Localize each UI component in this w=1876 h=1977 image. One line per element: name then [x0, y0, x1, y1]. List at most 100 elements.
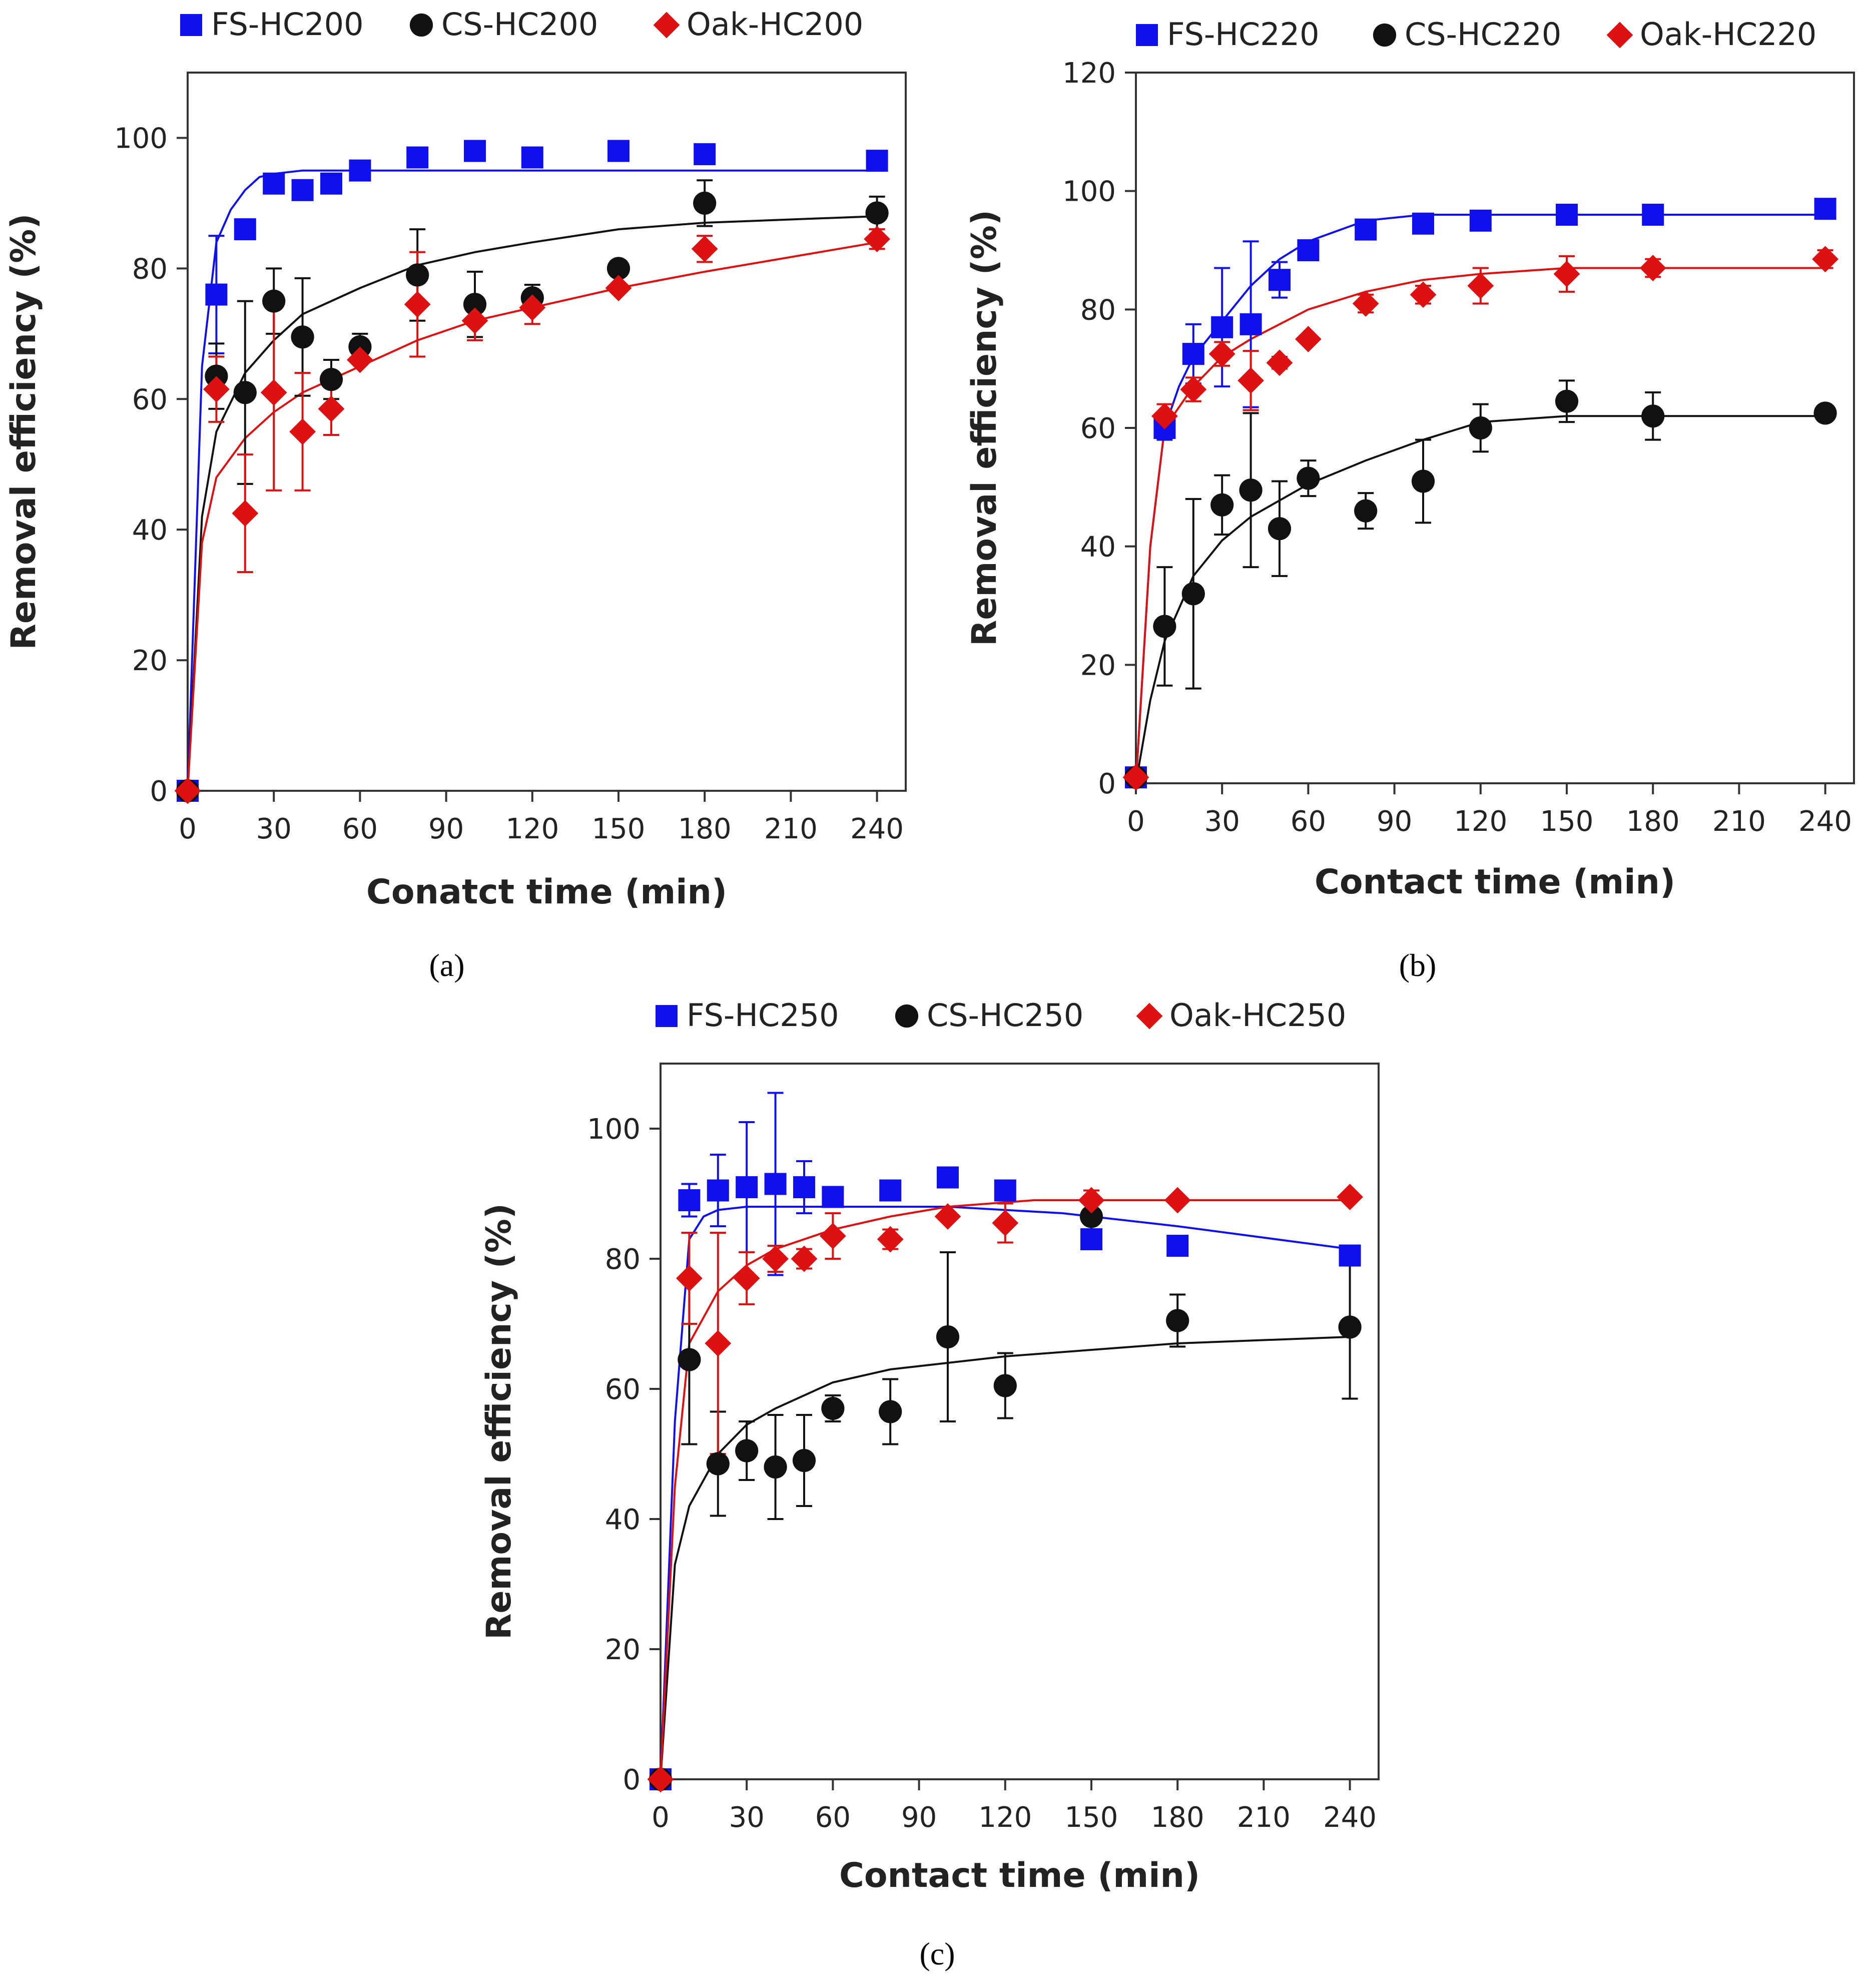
- fit-curve-c-2: [660, 1199, 1350, 1780]
- data-point-b-2-0: [1122, 764, 1149, 791]
- data-point-b-1-7: [1354, 499, 1378, 523]
- data-point-b-2-3: [1208, 340, 1235, 367]
- fit-curve-a-1: [187, 215, 877, 791]
- data-point-a-0-1: [205, 283, 228, 306]
- x-tick-label-c-240: 240: [1323, 1801, 1377, 1834]
- data-point-a-0-7: [406, 146, 429, 169]
- data-point-b-2-1: [1151, 402, 1178, 429]
- data-point-a-0-2: [234, 218, 256, 241]
- legend-marker-a-1: [409, 13, 433, 37]
- plot-frame-a: [187, 72, 907, 792]
- data-point-b-2-8: [1410, 281, 1437, 308]
- data-point-b-0-8: [1412, 212, 1434, 235]
- data-point-b-2-11: [1639, 255, 1666, 281]
- data-point-b-2-10: [1553, 260, 1580, 287]
- data-point-c-0-12: [1339, 1244, 1361, 1267]
- x-tick-label-a-180: 180: [678, 813, 732, 845]
- y-axis-title-b: Removal efficiency (%): [965, 210, 1004, 646]
- y-tick-label-b-80: 80: [1080, 294, 1116, 326]
- panel-b-chart: 0 30 60 90 120 150 180 210 240 0 20 40 60 80 100 120 Con…: [965, 16, 1855, 902]
- y-tick-label-b-20: 20: [1080, 649, 1116, 682]
- y-tick-label-b-120: 120: [1062, 57, 1116, 90]
- y-axis-title-c: Removal efficiency (%): [479, 1203, 519, 1640]
- data-point-c-0-7: [879, 1179, 902, 1202]
- x-tick-label-b-30: 30: [1204, 805, 1240, 838]
- panel-a-chart: 0 30 60 90 120 150 180 210 240 0 20 40 60 80 100 Conatc…: [4, 6, 907, 912]
- legend-label-c-1: CS-HC250: [927, 997, 1083, 1034]
- x-tick-label-c-120: 120: [978, 1801, 1032, 1834]
- data-point-a-1-4: [291, 325, 314, 349]
- data-point-b-1-9: [1469, 416, 1492, 440]
- plot-frame-b: [1135, 72, 1855, 784]
- data-point-a-1-11: [693, 191, 717, 215]
- data-point-a-2-3: [260, 379, 287, 406]
- data-point-b-2-4: [1237, 367, 1264, 394]
- data-point-a-0-11: [694, 143, 716, 166]
- x-tick-label-a-30: 30: [256, 813, 292, 845]
- y-tick-label-a-20: 20: [132, 645, 168, 677]
- legend-label-b-0: FS-HC220: [1167, 16, 1320, 53]
- data-point-a-2-5: [318, 395, 345, 422]
- data-point-a-0-6: [349, 159, 371, 182]
- legend-label-c-2: Oak-HC250: [1169, 997, 1346, 1034]
- data-point-b-1-1: [1153, 615, 1176, 638]
- data-point-a-2-4: [289, 418, 316, 445]
- data-point-c-1-12: [1338, 1315, 1362, 1339]
- x-tick-label-a-0: 0: [179, 813, 197, 845]
- legend-label-b-2: Oak-HC220: [1640, 16, 1816, 53]
- data-point-b-2-6: [1295, 326, 1322, 352]
- legend-marker-a-2: [653, 12, 680, 39]
- data-point-c-2-8: [934, 1203, 961, 1230]
- data-point-a-1-12: [865, 201, 889, 225]
- data-point-c-0-5: [793, 1176, 815, 1198]
- y-tick-label-b-60: 60: [1080, 412, 1116, 445]
- y-tick-label-c-100: 100: [587, 1113, 641, 1146]
- data-point-a-2-7: [404, 291, 431, 318]
- y-tick-label-c-20: 20: [605, 1634, 641, 1666]
- x-axis-title-c: Contact time (min): [839, 1856, 1200, 1895]
- y-tick-label-a-40: 40: [132, 514, 168, 547]
- y-tick-label-a-0: 0: [150, 775, 168, 808]
- data-point-c-2-5: [791, 1245, 818, 1272]
- x-tick-label-b-150: 150: [1540, 805, 1594, 838]
- data-point-b-1-8: [1411, 469, 1435, 493]
- y-axis-title-a: Removal efficiency (%): [4, 214, 44, 650]
- y-tick-label-b-0: 0: [1098, 768, 1116, 800]
- fit-curve-c-0: [660, 1206, 1350, 1780]
- data-point-b-2-2: [1180, 376, 1207, 403]
- data-point-b-0-10: [1556, 204, 1578, 226]
- data-point-c-2-7: [877, 1226, 904, 1253]
- data-point-b-1-3: [1210, 493, 1234, 517]
- data-point-c-1-1: [678, 1348, 701, 1371]
- y-tick-label-a-80: 80: [132, 253, 168, 285]
- data-point-c-2-12: [1337, 1184, 1363, 1210]
- data-point-a-2-0: [174, 777, 201, 804]
- x-tick-label-c-30: 30: [729, 1801, 765, 1834]
- legend-marker-b-0: [1136, 24, 1158, 46]
- x-tick-label-c-0: 0: [652, 1801, 670, 1834]
- x-tick-label-b-90: 90: [1377, 805, 1412, 838]
- data-point-a-2-6: [347, 346, 373, 373]
- plot-frame-c: [660, 1063, 1380, 1780]
- legend-label-a-0: FS-HC200: [211, 6, 364, 43]
- y-tick-label-a-100: 100: [114, 122, 168, 155]
- data-point-c-0-6: [822, 1186, 844, 1208]
- panel-label-a: (a): [429, 947, 464, 983]
- data-point-b-0-2: [1182, 343, 1204, 365]
- data-point-c-2-0: [647, 1766, 674, 1793]
- data-point-b-1-4: [1239, 478, 1263, 502]
- data-point-b-2-7: [1352, 290, 1379, 317]
- data-point-b-0-9: [1469, 209, 1492, 232]
- data-point-a-2-9: [519, 294, 546, 321]
- x-tick-label-b-120: 120: [1454, 805, 1507, 838]
- legend-label-a-1: CS-HC200: [441, 6, 598, 43]
- legend-marker-b-1: [1373, 23, 1397, 47]
- fit-curve-b-2: [1135, 267, 1825, 784]
- legend-label-b-1: CS-HC220: [1405, 16, 1561, 53]
- data-point-a-2-8: [461, 307, 488, 334]
- x-axis-title-a: Conatct time (min): [366, 872, 727, 912]
- legend-marker-a-0: [180, 14, 202, 36]
- data-point-c-1-5: [792, 1448, 816, 1472]
- x-tick-label-a-240: 240: [850, 813, 904, 845]
- panel-label-c: (c): [919, 1936, 955, 1971]
